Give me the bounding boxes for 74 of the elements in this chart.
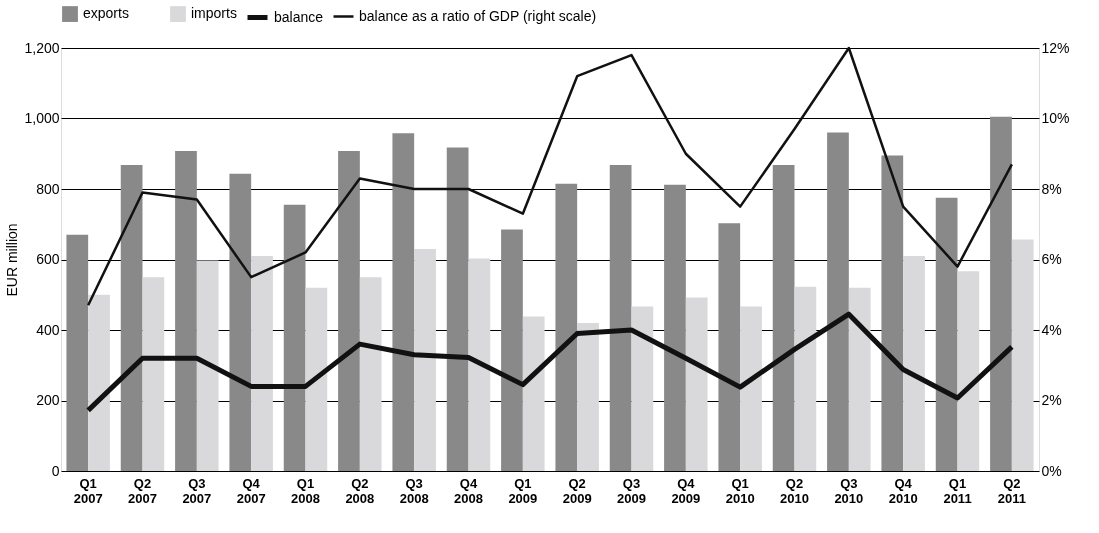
bar xyxy=(229,173,252,471)
x-tick-label: Q4 2010 xyxy=(888,475,918,506)
bar xyxy=(196,260,219,471)
legend-label: balance as a ratio of GDP (right scale) xyxy=(359,7,597,24)
x-tick-label: Q3 2010 xyxy=(834,475,864,506)
y-tick-label: 800 xyxy=(36,180,60,197)
bar xyxy=(305,287,328,471)
bar xyxy=(283,204,306,471)
x-tick-label: Q4 2009 xyxy=(671,475,701,506)
y2-tick-label: 4% xyxy=(1041,321,1062,338)
bar xyxy=(935,197,958,471)
bar xyxy=(718,223,741,471)
bar xyxy=(957,271,980,471)
y2-tick-label: 0% xyxy=(1041,462,1062,479)
x-tick-label: Q1 2010 xyxy=(725,475,755,506)
bar xyxy=(577,322,599,471)
x-tick-label: Q2 2008 xyxy=(345,475,375,506)
bar xyxy=(772,165,795,471)
bar xyxy=(740,306,762,471)
legend-label: imports xyxy=(191,5,237,22)
x-tick-label: Q3 2007 xyxy=(182,475,212,506)
bar xyxy=(88,294,110,471)
x-tick-label: Q2 2010 xyxy=(780,475,809,506)
bar xyxy=(120,165,143,471)
y2-tick-label: 12% xyxy=(1041,39,1070,56)
bar xyxy=(631,306,654,471)
bar xyxy=(685,297,708,471)
x-tick-label: Q4 2008 xyxy=(454,475,483,506)
y-tick-label: 600 xyxy=(36,251,60,267)
bar xyxy=(338,150,360,471)
y2-tick-label: 6% xyxy=(1041,251,1062,267)
bar xyxy=(66,234,89,471)
bar xyxy=(827,132,849,471)
bar xyxy=(522,316,545,471)
bar xyxy=(392,133,415,471)
x-tick-label: Q1 2008 xyxy=(291,475,320,506)
x-tick-label: Q1 2007 xyxy=(73,475,103,506)
x-tick-label: Q2 2011 xyxy=(997,475,1026,506)
bar xyxy=(794,286,817,471)
y-tick-label: 200 xyxy=(36,392,60,408)
bar xyxy=(251,255,273,471)
y-axis-title: EUR million xyxy=(4,223,21,297)
bar xyxy=(664,184,686,471)
line-series xyxy=(86,46,1014,307)
y2-tick-label: 8% xyxy=(1041,180,1062,197)
bar xyxy=(175,150,197,471)
legend-label: exports xyxy=(83,5,129,22)
bar xyxy=(359,277,382,471)
y2-tick-label: 10% xyxy=(1041,110,1070,126)
bar xyxy=(555,183,578,471)
bar xyxy=(609,165,632,471)
bar xyxy=(446,147,469,471)
y-tick-label: 1,000 xyxy=(24,110,60,126)
x-tick-label: Q3 2008 xyxy=(399,475,429,506)
bar xyxy=(414,248,436,471)
bar xyxy=(903,255,925,471)
x-tick-label: Q2 2009 xyxy=(562,475,592,506)
x-tick-label: Q2 2007 xyxy=(128,475,157,506)
y-tick-label: 0 xyxy=(51,462,60,479)
bar xyxy=(881,155,904,471)
bar xyxy=(142,277,165,471)
legend-label: balance xyxy=(274,8,324,25)
y-tick-label: 1,200 xyxy=(24,39,60,56)
bar xyxy=(990,116,1012,471)
bar xyxy=(501,229,523,471)
bar xyxy=(848,287,871,471)
y2-tick-label: 2% xyxy=(1041,392,1062,408)
x-tick-label: Q3 2009 xyxy=(617,475,646,506)
x-tick-label: Q1 2011 xyxy=(943,475,972,506)
y-tick-label: 400 xyxy=(36,321,60,338)
bar xyxy=(468,258,491,471)
bar xyxy=(1011,239,1034,471)
x-tick-label: Q1 2009 xyxy=(508,475,538,506)
x-tick-label: Q4 2007 xyxy=(236,475,266,506)
